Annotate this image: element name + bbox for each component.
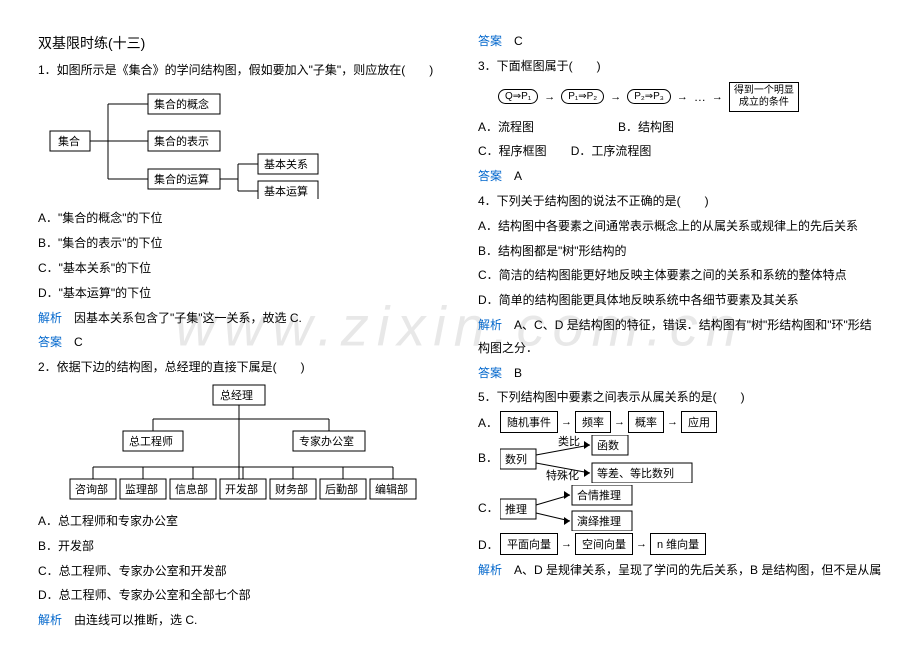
q1-optB: B．"集合的表示"的下位: [38, 232, 442, 255]
q4-answer: 答案 B: [478, 362, 882, 385]
q2-optC: C．总工程师、专家办公室和开发部: [38, 560, 442, 583]
q4-stem: 4．下列关于结构图的说法不正确的是( ): [478, 190, 882, 213]
q3-stem: 3．下面框图属于( ): [478, 55, 882, 78]
svg-text:总工程师: 总工程师: [129, 434, 173, 448]
q4-optC: C．简洁的结构图能更好地反映主体要素之间的关系和系统的整体特点: [478, 264, 882, 287]
svg-text:基本关系: 基本关系: [264, 157, 308, 171]
svg-text:后勤部: 后勤部: [325, 482, 358, 496]
q1-diagram: 集合 集合的概念 集合的表示 集合的运算 基本关系 基本运算: [48, 89, 442, 199]
q3-diagram: Q⇒P₁→ P₁⇒P₂→ P₂⇒P₃→ …→ 得到一个明显成立的条件: [498, 82, 882, 112]
q5-stem: 5．下列结构图中要素之间表示从属关系的是( ): [478, 386, 882, 409]
svg-text:集合: 集合: [58, 134, 80, 148]
q3-opts-cd: C．程序框图 D．工序流程图: [478, 140, 882, 163]
q5-optA: A． 随机事件→ 频率→ 概率→ 应用: [478, 411, 882, 433]
q3-answer: 答案 A: [478, 165, 882, 188]
exercise-title: 双基限时练(十三): [38, 30, 442, 57]
q1-analysis: 解析 因基本关系包含了"子集"这一关系，故选 C.: [38, 307, 442, 330]
svg-text:开发部: 开发部: [225, 482, 258, 496]
q1-optA: A．"集合的概念"的下位: [38, 207, 442, 230]
svg-text:集合的运算: 集合的运算: [154, 172, 209, 186]
q4-optB: B．结构图都是"树"形结构的: [478, 240, 882, 263]
q1-answer: 答案 C: [38, 331, 442, 354]
svg-text:合情推理: 合情推理: [577, 488, 621, 502]
svg-text:演绎推理: 演绎推理: [577, 514, 621, 528]
q1-optC: C．"基本关系"的下位: [38, 257, 442, 280]
q5-analysis: 解析 A、D 是规律关系，呈现了学问的先后关系，B 是结构图，但不是从属: [478, 559, 882, 582]
q2-optD: D．总工程师、专家办公室和全部七个部: [38, 584, 442, 607]
q1-optD: D．"基本运算"的下位: [38, 282, 442, 305]
svg-text:推理: 推理: [505, 502, 527, 516]
q2-answer: 答案 C: [478, 30, 882, 53]
page-content: 双基限时练(十三) 1．如图所示是《集合》的学问结构图，假如要加入"子集"，则应…: [0, 0, 920, 651]
q5-optB: B． 数列 类比 函数 特殊化 等差、等比数列: [478, 435, 882, 483]
left-column: 双基限时练(十三) 1．如图所示是《集合》的学问结构图，假如要加入"子集"，则应…: [20, 30, 460, 621]
svg-text:类比: 类比: [558, 435, 580, 448]
svg-text:总经理: 总经理: [220, 388, 253, 402]
q5-optC: C． 推理 合情推理 演绎推理: [478, 485, 882, 531]
svg-text:集合的概念: 集合的概念: [154, 97, 209, 111]
q3-opts-ab: A．流程图 B．结构图: [478, 116, 882, 139]
right-column: 答案 C 3．下面框图属于( ) Q⇒P₁→ P₁⇒P₂→ P₂⇒P₃→ …→ …: [460, 30, 900, 621]
svg-text:等差、等比数列: 等差、等比数列: [597, 466, 674, 480]
q2-diagram: 总经理 总工程师 专家办公室 咨询部 监理部 信息部 开发部 财务部 后勤部 编…: [68, 383, 442, 506]
svg-text:财务部: 财务部: [275, 482, 308, 496]
svg-text:函数: 函数: [597, 439, 619, 452]
q4-optA: A．结构图中各要素之间通常表示概念上的从属关系或规律上的先后关系: [478, 215, 882, 238]
svg-text:集合的表示: 集合的表示: [154, 134, 209, 148]
svg-text:咨询部: 咨询部: [75, 482, 108, 496]
svg-text:监理部: 监理部: [125, 482, 158, 496]
q4-optD: D．简单的结构图能更具体地反映系统中各细节要素及其关系: [478, 289, 882, 312]
svg-text:专家办公室: 专家办公室: [299, 434, 354, 448]
q2-optB: B．开发部: [38, 535, 442, 558]
svg-text:信息部: 信息部: [175, 482, 208, 496]
q5-optD: D． 平面向量→ 空间向量→ n 维向量: [478, 533, 882, 555]
svg-text:编辑部: 编辑部: [375, 482, 408, 496]
q1-stem: 1．如图所示是《集合》的学问结构图，假如要加入"子集"，则应放在( ): [38, 59, 442, 82]
svg-text:数列: 数列: [505, 452, 527, 466]
q2-analysis: 解析 由连线可以推断，选 C.: [38, 609, 442, 632]
svg-text:基本运算: 基本运算: [264, 184, 308, 198]
q2-stem: 2．依据下边的结构图，总经理的直接下属是( ): [38, 356, 442, 379]
q4-analysis: 解析 A、C、D 是结构图的特征，错误．结构图有"树"形结构图和"环"形结构图之…: [478, 314, 882, 360]
q2-optA: A．总工程师和专家办公室: [38, 510, 442, 533]
